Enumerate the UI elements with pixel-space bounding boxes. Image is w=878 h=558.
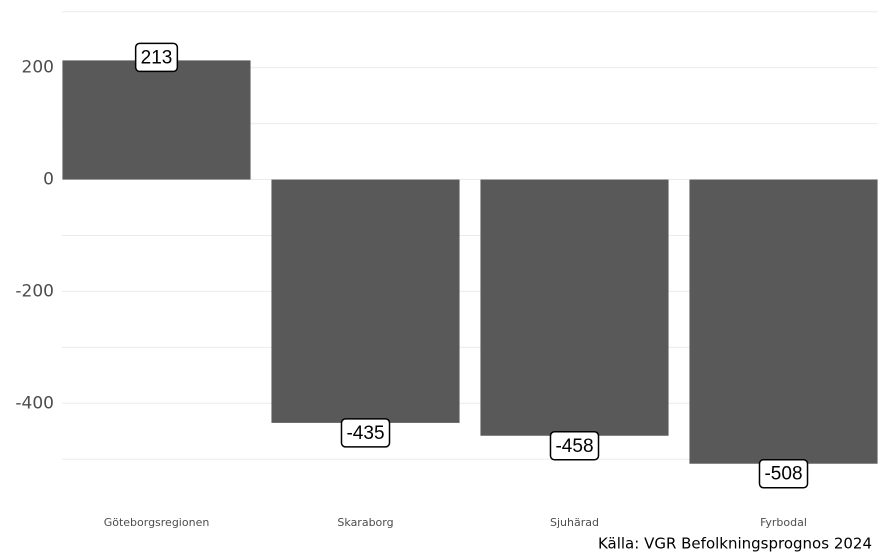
value-label-box bbox=[549, 430, 600, 461]
bar bbox=[480, 179, 669, 436]
value-label-box bbox=[340, 418, 391, 448]
y-tick-label: -200 bbox=[15, 281, 54, 301]
value-label-box bbox=[758, 458, 809, 489]
caption: Källa: VGR Befolkningsprognos 2024 bbox=[598, 535, 872, 553]
value-label-box bbox=[134, 42, 179, 73]
value-label: -508 bbox=[764, 464, 802, 485]
value-label: -435 bbox=[346, 423, 384, 444]
x-tick-label: Skaraborg bbox=[337, 516, 393, 529]
x-tick-label: Sjuhärad bbox=[550, 516, 599, 529]
y-tick-label: 200 bbox=[22, 58, 54, 78]
bar bbox=[689, 179, 878, 464]
bar bbox=[271, 179, 460, 423]
x-tick-label: Fyrbodal bbox=[760, 516, 807, 529]
bar bbox=[62, 60, 251, 180]
value-label: 213 bbox=[141, 47, 173, 68]
x-tick-label: Göteborgsregionen bbox=[104, 516, 210, 529]
y-tick-label: 0 bbox=[43, 170, 54, 190]
y-tick-label: -400 bbox=[15, 393, 54, 413]
value-label: -458 bbox=[555, 436, 593, 457]
